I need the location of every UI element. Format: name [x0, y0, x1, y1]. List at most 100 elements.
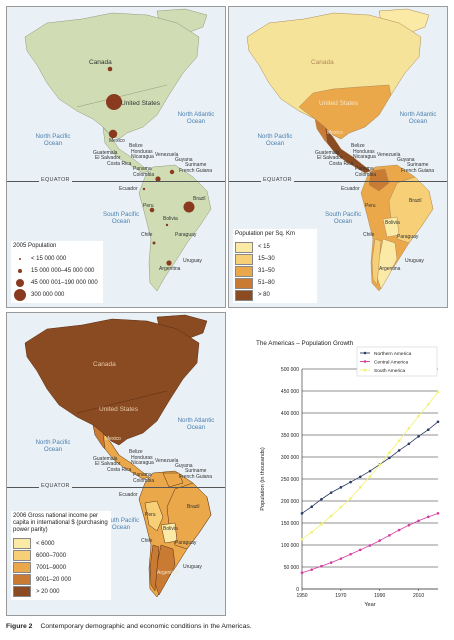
chart-legend: [356, 346, 438, 377]
y-tick-label: 300 000: [281, 455, 299, 461]
income-swatch: [13, 562, 31, 574]
data-point: [329, 561, 333, 564]
population-legend-row: 15 000 000–45 000 000: [13, 265, 101, 277]
population-dot-mexico: [108, 129, 118, 139]
ocean-label-south-pacific: South Pacific Ocean: [324, 211, 362, 226]
country-label-costa-rica: Costa Rica: [107, 467, 132, 473]
country-label-brazil: Brazil: [187, 504, 200, 510]
data-point: [417, 435, 420, 438]
legend-marker: [363, 351, 367, 355]
country-label-belize: Belize: [351, 143, 365, 149]
data-point: [426, 428, 430, 432]
data-point: [300, 537, 304, 541]
country-label-argentina: Argentina: [379, 266, 401, 272]
country-label-panama: Panama: [355, 166, 374, 172]
country-label-uruguay: Uruguay: [405, 258, 424, 264]
y-tick-label: 350 000: [281, 433, 299, 439]
data-point: [349, 552, 352, 556]
density-swatch: [235, 253, 253, 265]
country-label-canada: Canada: [89, 59, 112, 66]
x-tick-label: 2010: [413, 593, 424, 599]
country-label-peru: Peru: [143, 203, 154, 209]
data-point: [378, 463, 382, 467]
population-dot-united-states: [106, 94, 122, 110]
country-label-bolivia: Bolivia: [385, 220, 400, 226]
map-density: EQUATOR North Atlantic Ocean North Pacif…: [228, 6, 448, 308]
country-label-el-salvador: El Salvador: [95, 461, 121, 467]
density-legend: Population per Sq. Km < 15 15–30 31–50 5…: [233, 229, 317, 304]
data-point: [368, 469, 372, 473]
country-label-colombia: Colombia: [133, 478, 155, 484]
country-label-united-states: United States: [121, 100, 161, 107]
country-label-mexico: Mexico: [109, 138, 125, 144]
data-point: [388, 456, 391, 460]
data-point: [426, 402, 430, 406]
data-point: [436, 420, 440, 424]
data-point: [358, 486, 362, 489]
country-label-nicaragua: Nicaragua: [131, 154, 154, 160]
country-label-paraguay: Paraguay: [175, 232, 197, 238]
data-point: [397, 528, 401, 532]
x-tick-label: 1950: [296, 593, 307, 599]
country-label-bolivia: Bolivia: [163, 526, 178, 532]
map-population-land: [24, 8, 212, 292]
country-label-canada: Canada: [93, 361, 116, 368]
data-point: [368, 544, 372, 547]
country-label-venezuela: Venezuela: [155, 458, 179, 464]
x-axis-label: Year: [364, 602, 375, 608]
ocean-label-north-pacific: North Pacific Ocean: [35, 133, 71, 148]
x-tick-label: 1990: [374, 593, 385, 599]
density-swatch: [235, 265, 253, 277]
y-tick-label: 0: [296, 587, 299, 593]
ocean-label-north-pacific: North Pacific Ocean: [257, 133, 293, 148]
ocean-label-south-pacific: South Pacific Ocean: [102, 517, 140, 532]
ocean-label-north-pacific: North Pacific Ocean: [35, 439, 71, 454]
country-label-venezuela: Venezuela: [377, 152, 401, 158]
map-population: EQUATOR North Atlantic Ocean North Pacif…: [6, 6, 226, 308]
country-label-guatemala: Guatemala: [93, 456, 118, 462]
population-dot-colombia: [155, 176, 161, 182]
country-label-ecuador: Ecuador: [341, 186, 360, 192]
data-point: [397, 439, 401, 443]
legend-entry: Central America: [374, 360, 408, 366]
country-label-colombia: Colombia: [133, 172, 155, 178]
density-legend-title: Population per Sq. Km: [235, 231, 296, 237]
income-legend-title: 2006 Gross national income per capita in…: [13, 513, 108, 534]
y-tick-label: 500 000: [281, 367, 299, 373]
data-point: [407, 427, 411, 430]
country-label-united-states: United States: [99, 406, 139, 413]
country-label-guatemala: Guatemala: [315, 150, 340, 156]
data-point: [310, 530, 314, 534]
country-label-ecuador: Ecuador: [119, 186, 138, 192]
population-legend-label: 300 000 000: [31, 292, 65, 299]
ocean-label-north-atlantic: North Atlantic Ocean: [399, 111, 437, 126]
data-point: [436, 512, 440, 515]
country-label-french-guiana: French Guiana: [179, 474, 213, 480]
y-tick-label: 450 000: [281, 389, 299, 395]
income-legend-row: < 6000: [13, 538, 109, 550]
ocean-label-north-atlantic: North Atlantic Ocean: [177, 111, 215, 126]
y-tick-label: 150 000: [281, 521, 299, 527]
population-dot-venezuela: [169, 169, 175, 175]
income-swatch: [13, 550, 31, 562]
country-label-ecuador: Ecuador: [119, 492, 138, 498]
ocean-label-north-atlantic: North Atlantic Ocean: [177, 417, 215, 432]
country-label-suriname: Suriname: [185, 468, 207, 474]
country-label-costa-rica: Costa Rica: [329, 161, 354, 167]
income-swatch: [13, 574, 31, 586]
legend-marker: [363, 368, 367, 372]
data-point: [368, 475, 372, 478]
population-dot-bolivia: [165, 223, 169, 227]
country-label-suriname: Suriname: [185, 162, 207, 168]
equator-label: EQUATOR: [39, 177, 72, 183]
country-label-mexico: Mexico: [105, 436, 121, 442]
country-label-paraguay: Paraguay: [397, 234, 419, 240]
country-label-canada: Canada: [311, 59, 334, 66]
population-dot-argentina: [166, 260, 172, 266]
country-label-chile: Chile: [141, 538, 153, 544]
income-legend-label: 6000–7000: [36, 552, 67, 559]
data-point: [378, 539, 382, 542]
density-legend-row: 15–30: [235, 253, 315, 265]
population-growth-chart: The Americas – Population Growth 0 50 000 1…: [256, 340, 440, 608]
population-dot-brazil: [183, 201, 195, 213]
